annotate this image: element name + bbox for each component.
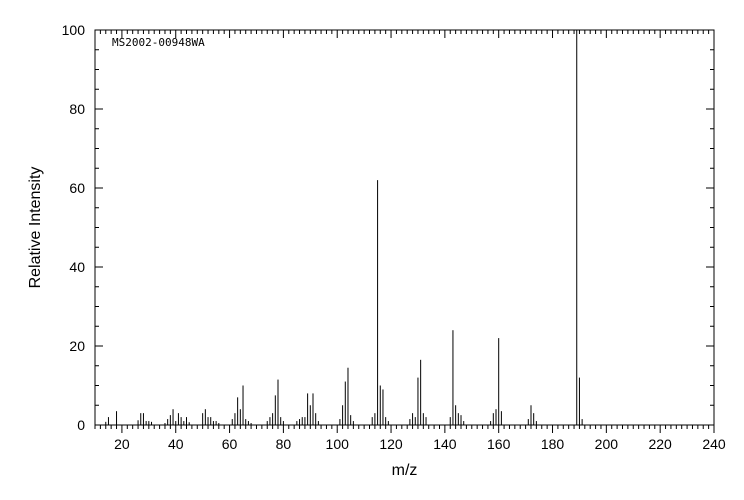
x-tick-label: 20 xyxy=(114,436,130,452)
x-tick-label: 100 xyxy=(326,436,350,452)
mass-spectrum-chart: 20 40 60 80 100 120 140 160 180 200 220 240 0 20 40 60 8… xyxy=(0,0,744,500)
x-tick-label: 220 xyxy=(648,436,672,452)
y-tick-label: 100 xyxy=(62,22,86,38)
x-tick-label: 160 xyxy=(487,436,511,452)
x-tick-label: 200 xyxy=(595,436,619,452)
y-tick-label: 40 xyxy=(69,259,85,275)
y-tick-label: 80 xyxy=(69,101,85,117)
chart-svg: 20 40 60 80 100 120 140 160 180 200 220 240 0 20 40 60 8… xyxy=(0,0,744,500)
y-tick-label: 60 xyxy=(69,180,85,196)
x-axis-title: m/z xyxy=(392,462,418,479)
y-tick-label: 20 xyxy=(69,338,85,354)
x-tick-label: 60 xyxy=(222,436,238,452)
y-axis-title: Relative Intensity xyxy=(27,167,44,289)
x-tick-label: 80 xyxy=(276,436,292,452)
plot-frame xyxy=(95,30,714,425)
dataset-label: MS2002-00948WA xyxy=(112,36,205,49)
x-tick-label: 40 xyxy=(168,436,184,452)
x-tick-label: 180 xyxy=(541,436,565,452)
x-tick-label: 120 xyxy=(379,436,403,452)
x-tick-label: 140 xyxy=(433,436,457,452)
x-tick-label: 240 xyxy=(702,436,726,452)
y-tick-label: 0 xyxy=(77,417,85,433)
